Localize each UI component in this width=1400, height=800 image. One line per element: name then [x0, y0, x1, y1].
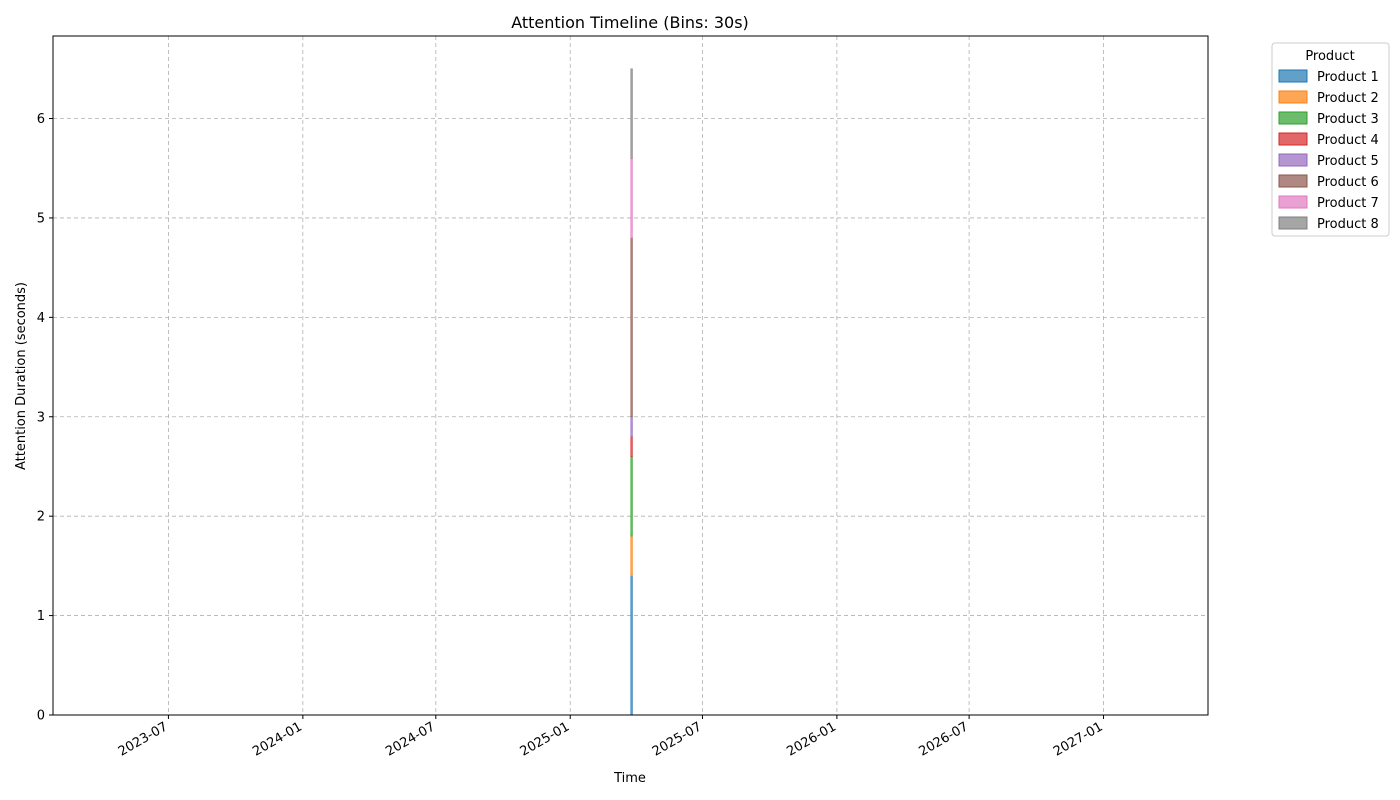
legend-label: Product 6 [1317, 175, 1379, 190]
plot-frame [52, 35, 1209, 716]
area-segment-product-6 [630, 237, 633, 418]
x-tick-label: 2025-07 [650, 719, 705, 759]
y-tick-label: 6 [37, 112, 45, 127]
area-segment-product-5 [630, 416, 633, 437]
legend-swatch [1278, 90, 1308, 104]
area-segment-product-3 [630, 456, 633, 537]
legend-swatch [1278, 132, 1308, 146]
y-axis-label: Attention Duration (seconds) [14, 282, 29, 470]
legend-swatch [1278, 69, 1308, 83]
legend-label: Product 5 [1317, 154, 1379, 169]
legend-swatch [1278, 195, 1308, 209]
legend-label: Product 2 [1317, 91, 1379, 106]
legend-swatch [1278, 216, 1308, 230]
y-tick-label: 3 [37, 410, 45, 425]
x-tick-label: 2024-07 [383, 719, 438, 759]
legend-label: Product 7 [1317, 196, 1379, 211]
area-segment-product-2 [630, 535, 633, 577]
area-segment-product-1 [630, 575, 633, 716]
y-axis-ticks: 0 1 2 3 4 5 6 [37, 112, 53, 724]
x-tick-label: 2026-01 [784, 719, 839, 759]
x-tick-label: 2027-01 [1051, 719, 1106, 759]
y-tick-label: 2 [37, 510, 45, 525]
area-segment-product-4 [630, 436, 633, 457]
legend-label: Product 8 [1317, 217, 1379, 232]
legend-label: Product 4 [1317, 133, 1379, 148]
y-tick-label: 1 [37, 609, 45, 624]
x-axis-ticks: 2023-07 2024-01 2024-07 2025-01 2025-07 2026-… [116, 715, 1106, 760]
stacked-areas [630, 68, 633, 716]
legend-swatch [1278, 174, 1308, 188]
y-tick-label: 0 [37, 709, 45, 724]
legend-label: Product 3 [1317, 112, 1379, 127]
x-tick-label: 2025-01 [518, 719, 573, 759]
area-segment-product-7 [630, 157, 633, 239]
area-segment-product-8 [630, 68, 633, 159]
legend-swatch [1278, 111, 1308, 125]
chart-title: Attention Timeline (Bins: 30s) [511, 13, 749, 32]
y-tick-label: 5 [37, 211, 45, 226]
y-tick-label: 4 [37, 311, 45, 326]
legend-label: Product 1 [1317, 70, 1379, 85]
x-axis-label: Time [613, 771, 646, 786]
legend-swatch [1278, 153, 1308, 167]
x-tick-label: 2023-07 [116, 719, 171, 759]
legend-title: Product [1305, 49, 1354, 64]
x-tick-label: 2026-07 [917, 719, 972, 759]
x-tick-label: 2024-01 [250, 719, 305, 759]
legend-items: Product 1 Product 2 Product 3 Product 4 Prod… [1278, 69, 1379, 232]
